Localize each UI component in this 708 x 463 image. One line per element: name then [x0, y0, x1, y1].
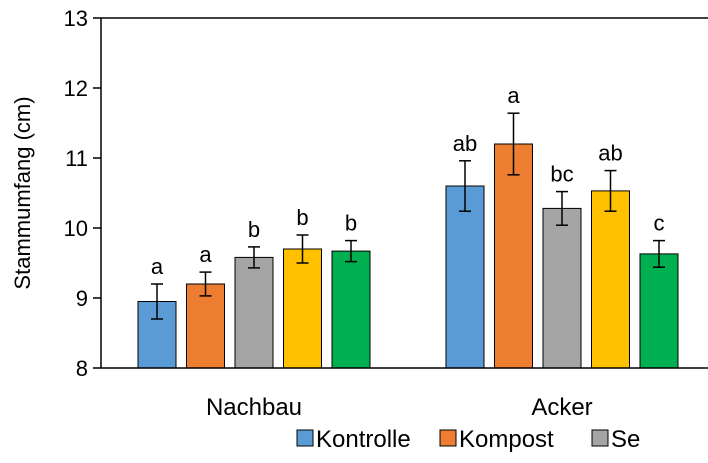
significance-label: b	[345, 211, 357, 236]
legend-swatch	[439, 429, 457, 447]
bar	[331, 250, 371, 369]
significance-label: a	[507, 83, 520, 108]
category-label: Nachbau	[206, 394, 302, 421]
legend-label: Kontrolle	[316, 426, 411, 453]
bar	[186, 283, 225, 369]
significance-label: b	[248, 217, 260, 242]
y-axis-label: Stammumfang (cm)	[10, 96, 35, 289]
bar	[445, 185, 485, 369]
legend-label: Kompost	[459, 426, 554, 453]
legend-label: Se	[611, 426, 640, 453]
axes	[100, 17, 708, 369]
category-labels: Nachbau Acker	[206, 394, 593, 421]
y-tick-label: 9	[76, 286, 88, 311]
category-label: Acker	[531, 394, 592, 421]
significance-label: a	[199, 242, 212, 267]
y-tick-label: 13	[64, 6, 88, 31]
error-bars	[151, 112, 665, 320]
bar	[234, 256, 274, 369]
significance-label: ab	[453, 131, 477, 156]
legend-swatch	[591, 429, 609, 447]
bar	[283, 248, 322, 369]
y-tick-label: 8	[76, 356, 88, 381]
significance-label: bc	[550, 162, 573, 187]
y-tick-label: 10	[64, 216, 88, 241]
bar	[639, 253, 679, 369]
legend: Kontrolle Kompost Se	[296, 426, 640, 453]
significance-label: b	[296, 205, 308, 230]
legend-swatch	[296, 429, 314, 447]
bars	[137, 143, 679, 369]
y-axis-ticks: 8 9 10 11 12 13	[64, 6, 101, 381]
y-tick-label: 12	[64, 76, 88, 101]
bar	[591, 190, 630, 369]
y-tick-label: 11	[65, 146, 88, 171]
bar	[542, 207, 582, 369]
significance-label: c	[654, 211, 665, 236]
significance-label: a	[151, 254, 164, 279]
bar	[494, 143, 533, 369]
significance-label: ab	[598, 141, 622, 166]
